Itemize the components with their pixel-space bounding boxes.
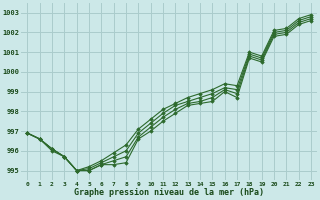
X-axis label: Graphe pression niveau de la mer (hPa): Graphe pression niveau de la mer (hPa) [74, 188, 264, 197]
